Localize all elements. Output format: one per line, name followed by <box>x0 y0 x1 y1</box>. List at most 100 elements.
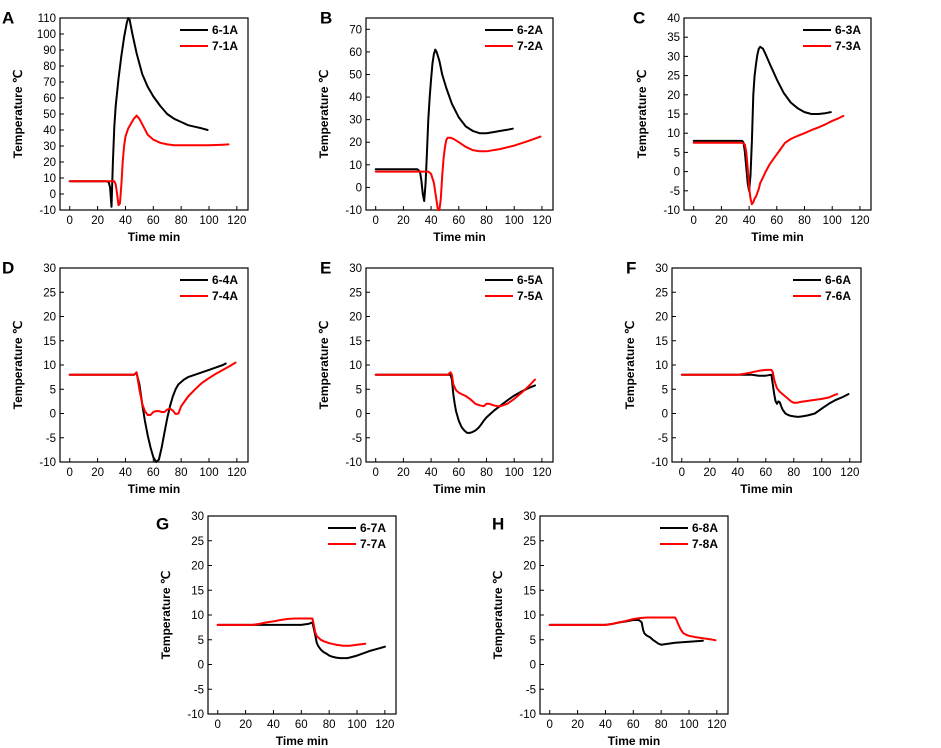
y-tick-label: 20 <box>667 90 680 102</box>
series-line-7-2a <box>374 135 542 211</box>
y-tick-label: 60 <box>43 93 56 105</box>
y-tick-label: 10 <box>655 360 668 372</box>
x-tick-label: 40 <box>267 719 280 731</box>
x-tick-label: 60 <box>295 719 308 731</box>
x-axis-title: Time min <box>433 230 485 244</box>
x-tick-label: 0 <box>547 719 553 731</box>
series-line-7-4a <box>68 361 237 416</box>
y-tick-label: 20 <box>191 561 204 573</box>
x-tick-label: 0 <box>372 215 378 227</box>
x-tick-label: 40 <box>425 467 438 479</box>
y-tick-label: -10 <box>345 205 362 217</box>
y-tick-label: 10 <box>349 160 362 172</box>
y-tick-label: 110 <box>38 13 56 25</box>
y-tick-label: 30 <box>349 115 362 127</box>
series-line-6-4a <box>68 362 227 463</box>
x-tick-label: 60 <box>770 215 783 227</box>
panel-letter: F <box>626 258 636 277</box>
x-axis-title: Time min <box>128 230 180 244</box>
legend-label: 7-7A <box>360 537 386 551</box>
panel-g: G 0 20 40 60 80 100 120 -10 -5 0 5 10 15 20 25 30 Time mi… <box>156 511 397 748</box>
y-tick-label: -5 <box>526 684 536 696</box>
series-line-6-8a <box>548 619 704 646</box>
x-tick-label: 20 <box>397 215 410 227</box>
x-tick-label: 20 <box>703 467 716 479</box>
y-axis-title: Temperature ℃ <box>317 70 331 159</box>
y-tick-label: 25 <box>667 71 680 83</box>
legend-label: 6-7A <box>360 521 386 535</box>
legend-label: 6-2A <box>517 23 543 37</box>
panel-d: D 0 20 40 60 80 100 120 -10 -5 0 5 10 15 20 25 30 Time mi… <box>2 258 249 496</box>
y-tick-label: 15 <box>43 336 56 348</box>
x-tick-label: 80 <box>480 215 493 227</box>
legend-label: 7-3A <box>835 39 861 53</box>
y-tick-label: 30 <box>43 141 56 153</box>
x-tick-label: 60 <box>452 215 465 227</box>
x-tick-label: 120 <box>227 467 246 479</box>
y-axis-title: Temperature ℃ <box>11 70 25 159</box>
x-tick-label: 0 <box>372 467 378 479</box>
x-tick-label: 80 <box>798 215 811 227</box>
x-axis-title: Time min <box>608 734 660 748</box>
legend-label: 6-4A <box>212 273 238 287</box>
x-tick-label: 40 <box>731 467 744 479</box>
x-tick-label: 100 <box>505 215 524 227</box>
y-tick-label: 20 <box>655 312 668 324</box>
legend-label: 6-8A <box>692 521 718 535</box>
x-tick-label: 60 <box>147 467 160 479</box>
y-tick-label: 15 <box>523 585 536 597</box>
x-tick-label: 20 <box>91 467 104 479</box>
y-tick-label: 30 <box>523 511 536 523</box>
x-tick-label: 100 <box>679 719 698 731</box>
x-tick-label: 120 <box>227 215 246 227</box>
y-tick-label: 50 <box>43 109 56 121</box>
x-tick-label: 0 <box>67 467 73 479</box>
y-tick-label: 20 <box>43 157 56 169</box>
x-tick-label: 40 <box>425 215 438 227</box>
y-tick-label: 30 <box>191 511 204 523</box>
x-axis-title: Time min <box>740 482 792 496</box>
y-tick-label: 5 <box>50 384 56 396</box>
series-line-6-5a <box>374 373 536 434</box>
y-tick-label: 10 <box>43 360 56 372</box>
y-tick-label: -5 <box>46 433 56 445</box>
x-tick-label: 20 <box>239 719 252 731</box>
y-tick-label: -5 <box>658 433 668 445</box>
x-tick-label: 80 <box>787 467 800 479</box>
y-tick-label: 25 <box>43 287 56 299</box>
y-axis-title: Temperature ℃ <box>159 571 173 660</box>
y-tick-label: 10 <box>667 128 680 140</box>
panel-letter: A <box>2 8 14 27</box>
x-axis-title: Time min <box>433 482 485 496</box>
y-tick-label: 60 <box>349 47 362 59</box>
panel-letter: H <box>492 514 504 533</box>
series-line-7-3a <box>692 114 845 206</box>
series-line-7-5a <box>374 371 536 408</box>
y-tick-label: 15 <box>655 336 668 348</box>
panel-b: B 0 20 40 60 80 100 120 -10 0 10 20 30 40 50 60 70 Time m… <box>317 8 554 244</box>
panel-letter: E <box>320 258 331 277</box>
x-tick-label: 100 <box>812 467 831 479</box>
y-tick-label: 5 <box>674 147 680 159</box>
legend-label: 6-3A <box>835 23 861 37</box>
y-axis-title: Temperature ℃ <box>623 321 637 410</box>
plot-frame <box>365 17 554 211</box>
x-tick-label: 100 <box>199 215 218 227</box>
series-line-6-7a <box>216 621 386 660</box>
y-tick-label: 40 <box>349 92 362 104</box>
x-tick-label: 120 <box>532 215 551 227</box>
legend-label: 6-5A <box>517 273 543 287</box>
y-axis-title: Temperature ℃ <box>317 321 331 410</box>
y-tick-label: 50 <box>349 69 362 81</box>
x-tick-label: 120 <box>707 719 726 731</box>
y-tick-label: 25 <box>349 287 362 299</box>
y-tick-label: 20 <box>43 312 56 324</box>
y-tick-label: -10 <box>519 709 536 721</box>
y-tick-label: -10 <box>651 457 668 469</box>
y-tick-label: 0 <box>50 409 56 421</box>
series-line-6-3a <box>692 45 832 192</box>
x-tick-label: 40 <box>119 467 132 479</box>
y-tick-label: 15 <box>349 336 362 348</box>
x-tick-label: 20 <box>397 467 410 479</box>
y-tick-label: 10 <box>191 610 204 622</box>
